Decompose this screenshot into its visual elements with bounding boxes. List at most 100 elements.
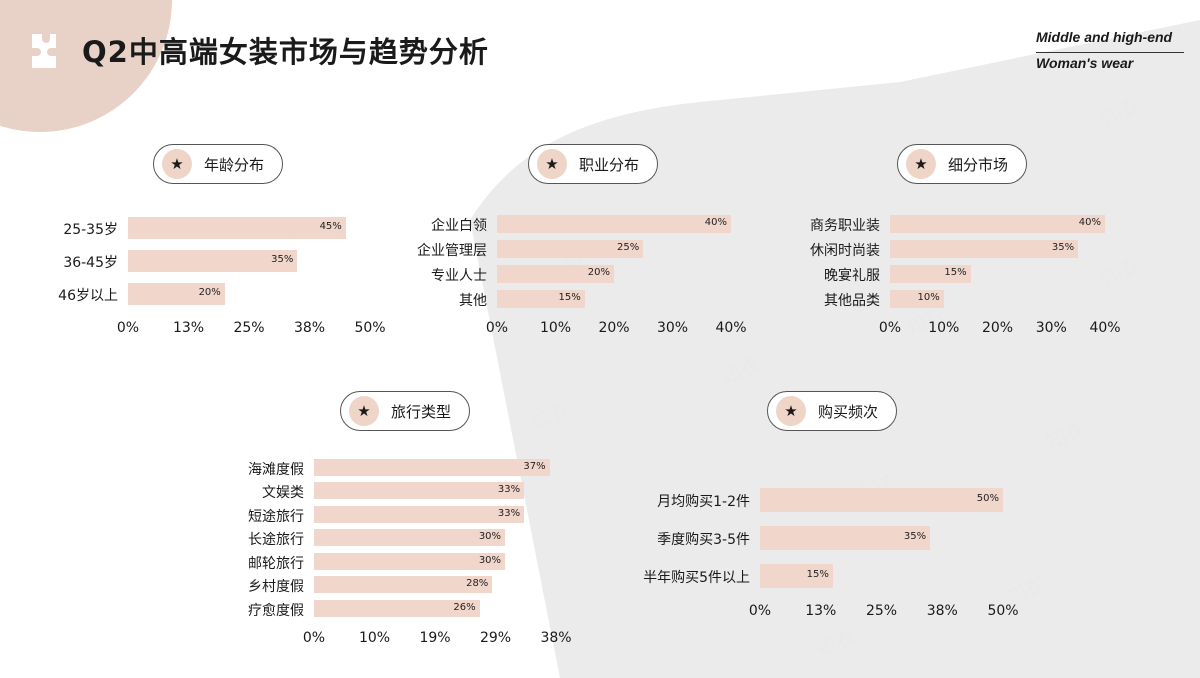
axis-tick-label: 30% <box>1035 320 1067 336</box>
bar <box>497 240 644 258</box>
category-label: 46岁以上 <box>58 288 118 304</box>
data-label: 10% <box>917 292 940 303</box>
axis-tick-label: 13% <box>805 603 837 619</box>
section-title-occupation: 职业分布 <box>579 155 640 174</box>
data-label: 33% <box>497 483 521 495</box>
axis-tick-label: 25% <box>865 603 898 619</box>
category-label: 邮轮旅行 <box>248 555 304 572</box>
section-title-purchase: 购买频次 <box>818 402 879 421</box>
axis-tick-label: 19% <box>419 630 451 646</box>
axis-tick-label: 0% <box>116 320 140 336</box>
puzzle-icon <box>32 34 56 68</box>
axis-tick-label: 20% <box>598 320 630 336</box>
section-pill-age: ★ 年龄分布 <box>153 144 284 184</box>
bar <box>497 290 585 308</box>
data-label: 20% <box>587 267 610 278</box>
category-label: 其他 <box>459 293 487 309</box>
page-header: Q2中高端女装市场与趋势分析 <box>28 30 489 70</box>
bar <box>314 600 480 617</box>
axis-tick-label: 40% <box>715 320 747 336</box>
data-label: 25% <box>617 242 640 253</box>
axis-tick-label: 0% <box>485 320 509 336</box>
category-label: 海滩度假 <box>248 461 304 478</box>
data-label: 30% <box>478 554 502 566</box>
category-label: 文娱类 <box>262 484 304 501</box>
data-label: 35% <box>903 531 927 542</box>
data-label: 35% <box>271 254 294 265</box>
data-label: 15% <box>558 292 581 303</box>
section-pill-occupation: ★ 职业分布 <box>528 144 659 184</box>
bar <box>314 506 525 523</box>
star-icon: ★ <box>349 396 379 426</box>
bar <box>760 488 1003 512</box>
axis-tick-label: 29% <box>479 630 512 646</box>
bar <box>314 482 525 499</box>
section-pill-travel: ★ 旅行类型 <box>340 391 471 431</box>
bar <box>890 290 944 308</box>
data-label: 26% <box>453 601 476 613</box>
data-label: 30% <box>478 530 502 542</box>
data-label: 35% <box>1051 242 1075 253</box>
section-title-travel: 旅行类型 <box>391 402 452 421</box>
corner-subtitle-line1: Middle and high-end <box>1036 29 1173 45</box>
axis-tick-label: 10% <box>928 320 960 336</box>
data-label: 28% <box>466 577 489 589</box>
data-label: 50% <box>976 493 999 504</box>
bar <box>760 564 833 588</box>
corner-subtitle-line2: Woman's wear <box>1036 55 1134 71</box>
category-label: 企业管理层 <box>417 243 487 259</box>
data-label: 15% <box>806 569 829 580</box>
corner-circle-decoration <box>0 0 172 132</box>
data-label: 15% <box>944 267 967 278</box>
category-label: 休闲时尚装 <box>810 243 880 259</box>
section-pill-segment: ★ 细分市场 <box>897 144 1028 184</box>
axis-tick-label: 10% <box>539 320 572 336</box>
category-label: 其他品类 <box>824 293 880 309</box>
bar <box>314 459 550 476</box>
axis-tick-label: 50% <box>987 603 1019 619</box>
category-label: 36-45岁 <box>63 255 118 271</box>
axis-tick-label: 50% <box>354 320 386 336</box>
bar <box>497 215 731 233</box>
data-label: 40% <box>704 217 727 228</box>
star-icon: ★ <box>776 396 806 426</box>
axis-tick-label: 10% <box>358 630 391 646</box>
section-title-segment: 细分市场 <box>948 155 1009 174</box>
axis-tick-label: 38% <box>926 603 958 619</box>
data-label: 40% <box>1078 217 1101 228</box>
bar <box>760 526 931 550</box>
data-label: 33% <box>497 507 521 519</box>
category-label: 乡村度假 <box>248 578 304 595</box>
axis-tick-label: 40% <box>1089 320 1121 336</box>
category-label: 半年购买5件以上 <box>643 570 750 586</box>
bar <box>128 217 346 239</box>
category-label: 季度购买3-5件 <box>657 532 750 548</box>
bar <box>128 250 298 272</box>
category-label: 月均购买1-2件 <box>657 494 750 510</box>
category-label: 短途旅行 <box>248 508 304 525</box>
bar <box>314 576 493 593</box>
category-label: 长途旅行 <box>248 531 304 548</box>
axis-tick-label: 38% <box>293 320 326 336</box>
category-label: 专业人士 <box>431 268 487 284</box>
category-label: 疗愈度假 <box>248 602 304 619</box>
axis-tick-label: 20% <box>981 320 1014 336</box>
star-icon: ★ <box>537 149 567 179</box>
axis-tick-label: 0% <box>748 603 772 619</box>
bar <box>314 553 506 570</box>
category-label: 25-35岁 <box>63 222 118 238</box>
data-label: 45% <box>319 221 342 232</box>
section-pill-purchase: ★ 购买频次 <box>767 391 898 431</box>
data-label: 37% <box>523 460 546 472</box>
bar <box>497 265 614 283</box>
star-icon: ★ <box>906 149 936 179</box>
axis-tick-label: 38% <box>540 630 572 646</box>
corner-divider <box>1036 52 1184 53</box>
axis-tick-label: 0% <box>878 320 902 336</box>
gray-background-shape <box>470 20 1200 678</box>
bar <box>890 240 1079 258</box>
category-label: 晚宴礼服 <box>824 268 880 284</box>
category-label: 商务职业装 <box>810 218 880 234</box>
axis-tick-label: 30% <box>656 320 689 336</box>
